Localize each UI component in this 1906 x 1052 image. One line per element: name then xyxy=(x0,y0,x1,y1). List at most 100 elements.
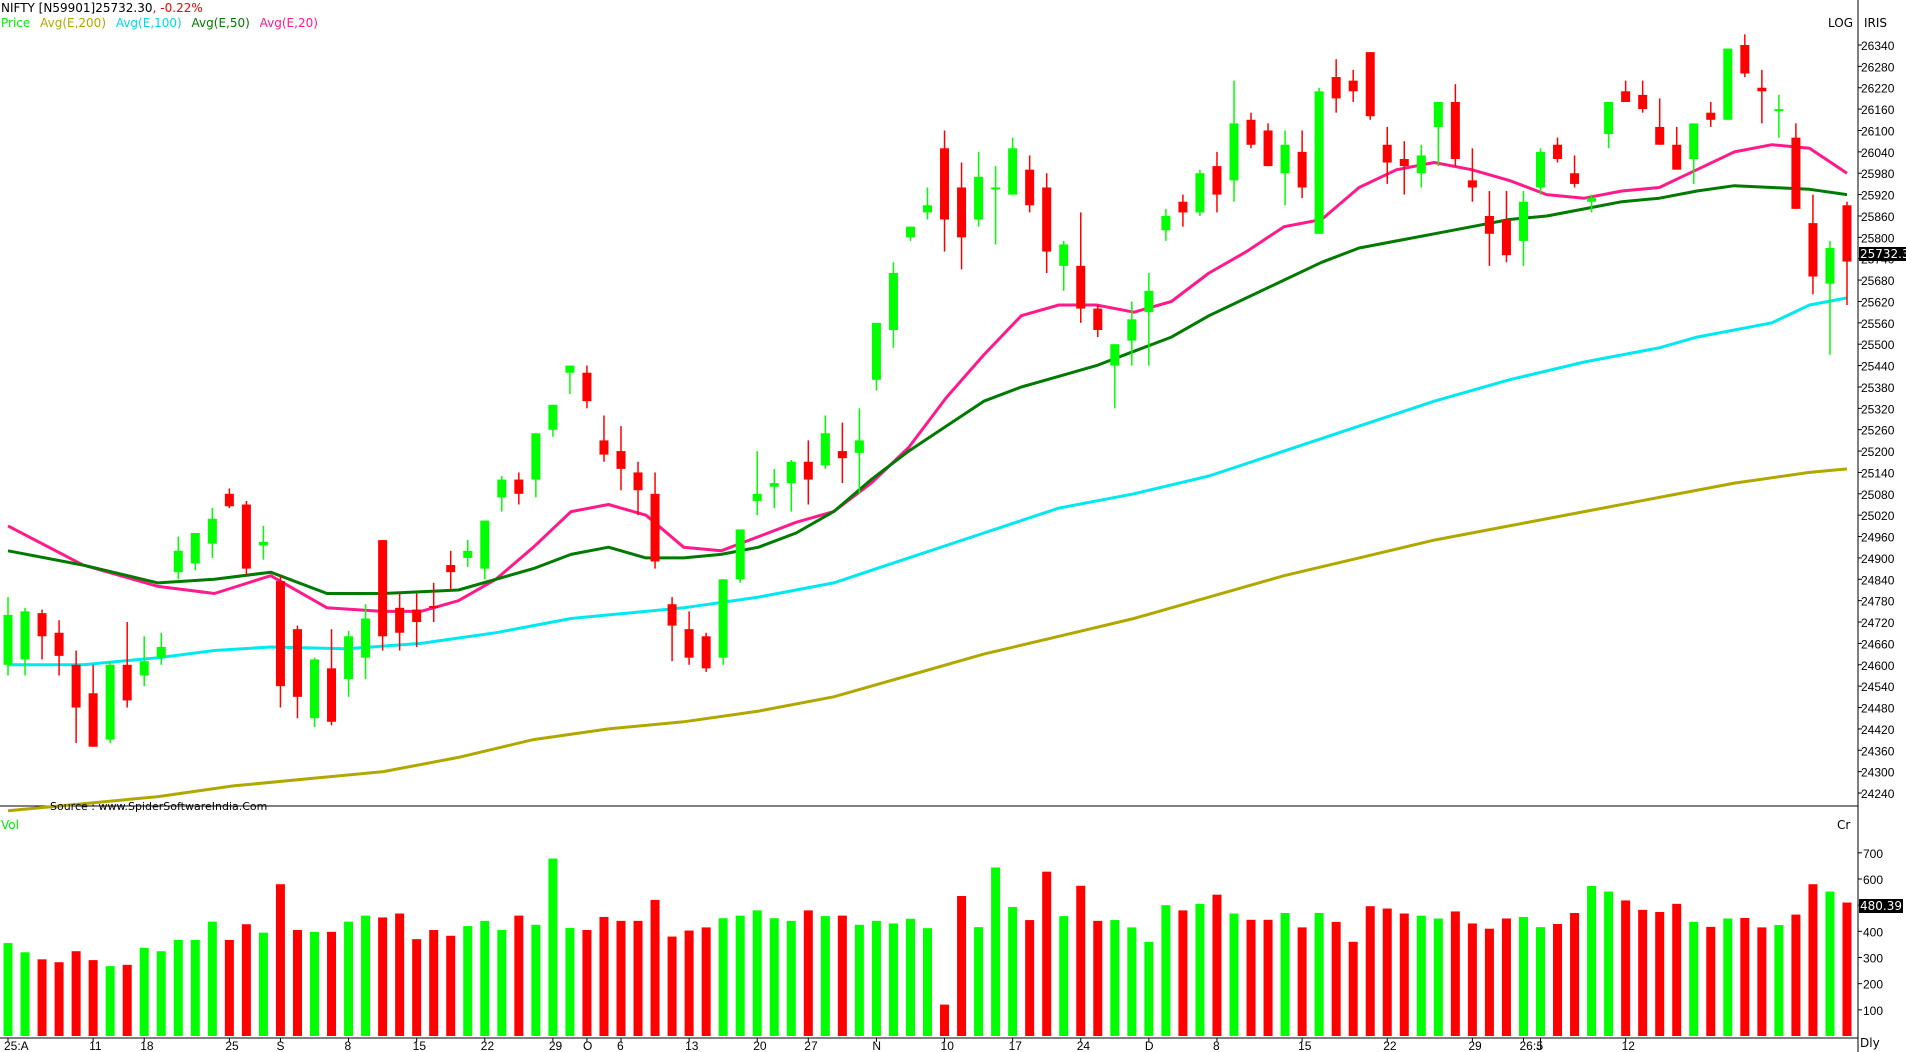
volume-tick-label: 100 xyxy=(1863,1004,1883,1018)
time-tick-label: 29 xyxy=(1468,1039,1482,1052)
candle-body xyxy=(752,493,762,501)
candle-body xyxy=(667,604,677,626)
legend-ema20[interactable]: Avg(E,20) xyxy=(259,16,318,30)
volume-bar xyxy=(1076,885,1086,1036)
legend-ema100[interactable]: Avg(E,100) xyxy=(115,16,182,30)
candle-body xyxy=(701,636,711,669)
time-tick-label: 27 xyxy=(804,1039,818,1052)
last-volume-tag: 480.39 xyxy=(1859,899,1903,913)
last-price-tag: 25732.3 xyxy=(1859,247,1906,261)
candle-body xyxy=(1008,148,1018,195)
volume-tick-label: 600 xyxy=(1863,873,1883,887)
volume-bar xyxy=(1161,905,1171,1036)
volume-tick-label: 700 xyxy=(1863,847,1883,861)
price-tick-label: 25140 xyxy=(1861,466,1895,480)
timeframe-label[interactable]: Dly xyxy=(1860,1036,1880,1050)
volume-bar xyxy=(37,959,47,1036)
volume-bar xyxy=(1348,941,1358,1036)
time-tick-label: 26:J xyxy=(1519,1039,1542,1052)
volume-tick-label: 400 xyxy=(1863,925,1883,939)
volume-bar xyxy=(1808,884,1818,1036)
candle-body xyxy=(412,609,422,623)
volume-bar xyxy=(310,931,319,1036)
candle-body xyxy=(1399,158,1409,167)
volume-bar xyxy=(1621,900,1631,1036)
volume-bar xyxy=(1263,919,1273,1036)
candle-body xyxy=(1536,151,1545,188)
price-tick-label: 24420 xyxy=(1861,723,1895,737)
price-tick-label: 26100 xyxy=(1861,124,1895,138)
price-tick-label: 25020 xyxy=(1861,509,1895,523)
indicator-legend: Price Avg(E,200) Avg(E,100) Avg(E,50) Av… xyxy=(1,16,324,30)
volume-bar xyxy=(1638,909,1648,1036)
volume-bar xyxy=(957,895,967,1036)
volume-bar xyxy=(1757,927,1767,1036)
time-tick-label: N xyxy=(872,1039,881,1052)
candle-body xyxy=(310,659,319,719)
volume-bar xyxy=(1229,913,1239,1036)
candle-body xyxy=(1450,101,1460,159)
price-tick-label: 26220 xyxy=(1861,82,1895,96)
candle-body xyxy=(3,614,13,665)
volume-bar xyxy=(395,913,405,1036)
price-tick-label: 26040 xyxy=(1861,146,1895,160)
candle-body xyxy=(1638,94,1648,110)
volume-bar xyxy=(1195,903,1205,1036)
price-tick-label: 25860 xyxy=(1861,210,1895,224)
candle-body xyxy=(1484,215,1494,234)
time-tick-label: 12 xyxy=(1622,1039,1636,1052)
price-tick-label: 24660 xyxy=(1861,637,1895,651)
candle-body xyxy=(1604,101,1614,135)
time-tick-label: 20 xyxy=(753,1039,767,1052)
volume-bar xyxy=(1042,871,1052,1036)
time-tick-label: 6 xyxy=(617,1039,624,1052)
time-tick-label: 8 xyxy=(345,1039,352,1052)
price-tick-label: 24960 xyxy=(1861,531,1895,545)
time-tick-label: 25:A xyxy=(4,1039,29,1052)
candle-body xyxy=(54,632,64,656)
price-tick-label: 25500 xyxy=(1861,338,1895,352)
volume-bar xyxy=(429,930,439,1036)
price-tick-label: 26160 xyxy=(1861,103,1895,117)
candle-body xyxy=(361,618,371,658)
volume-bar xyxy=(1791,914,1801,1036)
candle-body xyxy=(1212,166,1222,195)
candle-body xyxy=(224,493,234,507)
volume-bar xyxy=(820,916,830,1036)
volume-bar xyxy=(327,931,337,1036)
legend-ema50[interactable]: Avg(E,50) xyxy=(191,16,250,30)
candle-body xyxy=(207,518,217,544)
candle-body xyxy=(531,433,541,480)
volume-bar xyxy=(531,924,541,1036)
volume-bar xyxy=(1178,910,1188,1036)
candle-body xyxy=(1144,290,1154,313)
volume-bar xyxy=(633,920,643,1036)
candle-body xyxy=(684,629,694,658)
time-tick-label: 22 xyxy=(1383,1039,1397,1052)
log-scale-toggle[interactable]: LOG xyxy=(1828,16,1854,30)
candle-body xyxy=(1808,223,1818,277)
price-tick-label: 25620 xyxy=(1861,295,1895,309)
candle-body xyxy=(582,372,592,402)
volume-bar xyxy=(1501,918,1511,1036)
legend-price[interactable]: Price xyxy=(1,16,31,30)
volume-bar xyxy=(207,921,217,1036)
legend-ema200[interactable]: Avg(E,200) xyxy=(40,16,106,30)
volume-bar xyxy=(582,930,592,1036)
volume-bar xyxy=(1484,928,1494,1036)
price-tick-label: 24840 xyxy=(1861,573,1895,587)
volume-bar xyxy=(88,960,98,1036)
volume-bar xyxy=(1314,913,1324,1036)
volume-bar xyxy=(1280,913,1290,1036)
candle-body xyxy=(854,440,864,453)
volume-bar xyxy=(71,951,81,1036)
volume-bar xyxy=(735,915,745,1036)
volume-bar xyxy=(1467,923,1477,1036)
price-tick-label: 25440 xyxy=(1861,360,1895,374)
candle-body xyxy=(1229,123,1239,181)
volume-bar xyxy=(854,924,864,1036)
iris-label[interactable]: IRIS xyxy=(1864,16,1888,30)
candle-body xyxy=(190,532,200,564)
volume-bar xyxy=(1093,920,1103,1036)
